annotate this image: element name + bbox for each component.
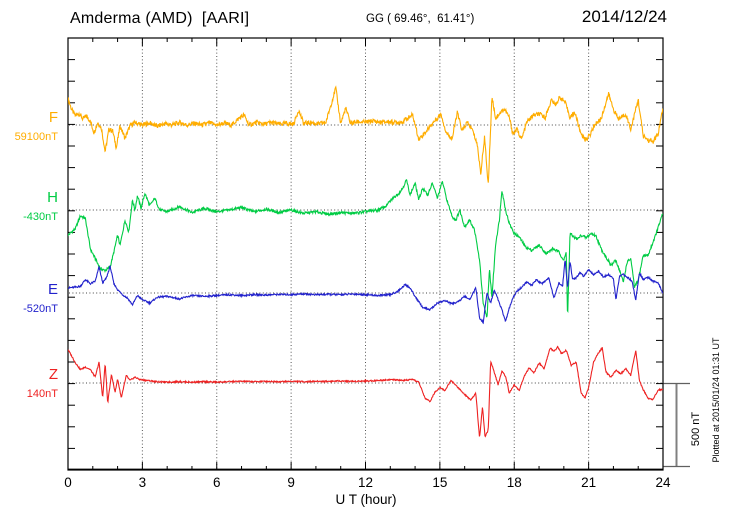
component-baseline-value-E: -520nT xyxy=(23,303,58,315)
scale-bar xyxy=(663,382,690,468)
date-label: 2014/12/24 xyxy=(581,7,667,26)
trace-H xyxy=(68,179,663,318)
x-tick-label-12: 12 xyxy=(357,475,374,490)
axis-ticks xyxy=(67,38,664,470)
component-letter-F: F xyxy=(48,109,58,126)
component-label-Z: Z 140nT xyxy=(0,367,58,400)
trace-E xyxy=(68,260,663,325)
component-baseline-value-F: 59100nT xyxy=(14,131,58,143)
x-tick-label-6: 6 xyxy=(212,475,221,490)
trace-Z xyxy=(68,345,663,438)
plotted-at-note: Plotted at 2015/01/24 01:31 UT xyxy=(711,337,721,463)
component-letter-Z: Z xyxy=(48,366,58,383)
x-tick-label-0: 0 xyxy=(64,475,72,490)
x-axis-title: U T (hour) xyxy=(335,492,397,507)
traces xyxy=(68,85,663,438)
component-label-H: H -430nT xyxy=(0,190,58,223)
geographic-coords-label: GG ( 69.46°, 61.41°) xyxy=(366,13,475,25)
component-baseline-value-Z: 140nT xyxy=(26,388,58,400)
component-baseline-value-H: -430nT xyxy=(23,211,58,223)
x-tick-label-9: 9 xyxy=(287,475,295,490)
component-letter-H: H xyxy=(47,189,58,206)
station-title: Amderma (AMD) [AARI] xyxy=(70,10,250,27)
component-label-E: E -520nT xyxy=(0,282,58,315)
trace-F xyxy=(68,85,663,183)
x-tick-label-18: 18 xyxy=(506,475,522,490)
component-letter-E: E xyxy=(47,281,58,298)
x-tick-label-15: 15 xyxy=(432,475,448,490)
component-label-F: F 59100nT xyxy=(0,110,58,143)
gridlines xyxy=(69,39,662,469)
x-tick-label-24: 24 xyxy=(655,475,671,490)
scale-bar-label: 500 nT xyxy=(690,411,702,447)
x-tick-label-3: 3 xyxy=(138,475,147,490)
x-tick-label-21: 21 xyxy=(581,475,597,490)
